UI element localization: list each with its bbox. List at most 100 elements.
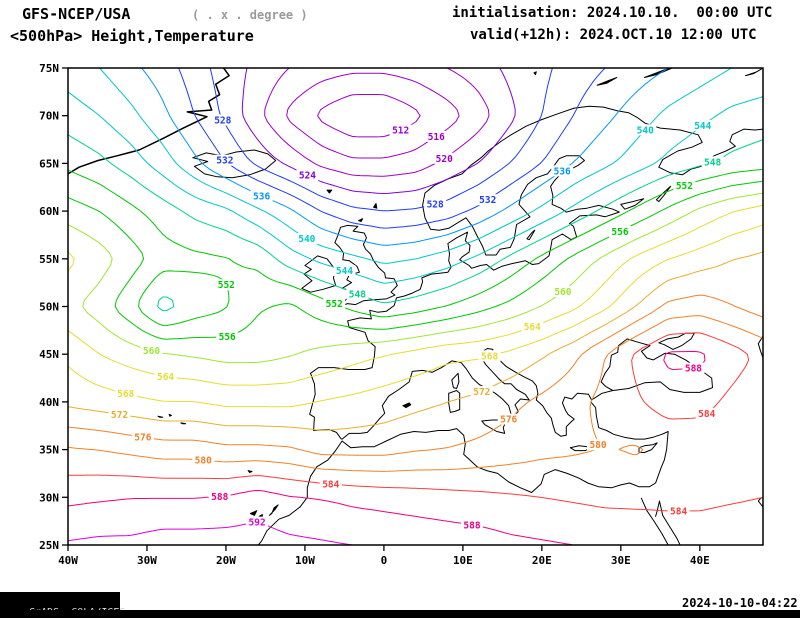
y-axis-tick-label: 70N [39,110,59,123]
contour-label: 568 [117,389,134,400]
coastline-iceland [192,149,277,179]
contour-548 [68,134,763,304]
y-axis-tick-label: 75N [39,62,59,75]
contour-label-box [208,490,231,502]
contour-564 [68,204,763,386]
y-axis-tick-label: 50N [39,301,59,314]
contour-552 [68,168,763,318]
coastline-azores-1 [180,422,187,425]
contour-label-box [346,288,369,300]
model-name: GFS-NCEP/USA [22,5,131,23]
contour-label: 552 [326,299,343,310]
coastline-majorca [402,402,412,409]
x-axis-tick-label: 40E [690,554,710,567]
contour-label-box [296,169,319,181]
x-axis-tick-label: 10E [453,554,473,567]
contour-536 [141,68,669,246]
contour-564 [68,251,75,272]
coastline-ireland [301,255,337,293]
contour-label-box [389,124,412,136]
coastline-gulf-of-aqaba [655,500,660,517]
contour-label: 536 [554,166,571,177]
y-axis-tick-label: 60N [39,205,59,218]
coastline-sea-of-azov [658,332,695,350]
coastline-azores-3 [157,415,164,418]
init-time-label: initialisation: 2024.10.10. 00:00 UTC [452,5,773,21]
coastline-great-britain [334,224,398,307]
x-axis-tick-label: 20E [532,554,552,567]
contour-label: 536 [253,191,270,202]
contour-label-box [108,408,131,420]
coastline-madeira [247,470,253,473]
contour-label-box [478,350,501,362]
contour-label: 584 [322,479,339,490]
contour-label: 556 [219,332,236,343]
contour-label: 584 [698,409,715,420]
contour-label: 548 [349,289,366,300]
contour-label-box [667,505,690,517]
contour-label-box [470,386,493,398]
contour-label-box [634,124,657,136]
contour-label-box [497,413,520,425]
contour-label: 572 [473,387,490,398]
contour-label-box [691,119,714,131]
contour-label: 568 [481,351,498,362]
contour-label: 528 [214,116,231,127]
contour-label: 588 [211,492,228,503]
contour-label: 564 [157,372,174,383]
contour-label: 556 [611,227,628,238]
x-axis-tick-label: 20W [216,554,236,567]
contour-532 [178,68,606,229]
x-axis-tick-label: 0 [381,554,388,567]
generation-timestamp: 2024-10-10-04:22 [682,596,798,610]
contour-label-box [215,279,238,291]
y-axis-tick-label: 40N [39,396,59,409]
contour-588 [68,489,574,545]
contour-label-box [701,156,724,168]
contour-label-box [476,194,499,206]
contour-516 [286,72,460,159]
contour-label: 512 [392,126,409,137]
y-axis-tick-label: 30N [39,491,59,504]
contour-label-box [131,431,154,443]
contour-552 [138,270,230,326]
contour-524 [241,68,516,195]
coastline-greenland-east-coast [68,68,230,175]
contour-label: 580 [195,456,212,467]
coastline-sicily [481,418,508,434]
contour-label: 552 [676,181,693,192]
contour-label: 532 [479,195,496,206]
contour-label: 520 [436,154,453,165]
contour-label: 580 [589,440,606,451]
contour-label: 532 [216,156,233,167]
contour-label: 572 [111,410,128,421]
coastline-arctic-islet-1 [644,68,673,78]
y-axis-tick-label: 55N [39,253,59,266]
contour-568 [68,224,763,408]
contour-label-box [333,264,356,276]
contour-label-box [319,478,342,490]
y-axis-tick-label: 35N [39,444,59,457]
x-axis-tick-label: 40W [58,554,78,567]
contour-576 [68,294,763,456]
contour-label: 564 [524,322,541,333]
coastline-arctic-islet-2 [596,77,618,86]
contour-520 [264,68,490,177]
coastline-gotland [526,229,536,241]
contour-label-box [673,179,696,191]
x-axis-tick-label: 30E [611,554,631,567]
contour-label-box [425,130,448,142]
x-axis-tick-label: 10W [295,554,315,567]
coastline-black-sea [600,338,713,393]
contour-label-box [695,407,718,419]
coastline-canary-lanzarote [268,504,279,516]
contour-label: 528 [427,199,444,210]
coastline-red-sea-west-shore [640,497,669,545]
contour-label: 588 [463,520,480,531]
contour-560 [68,192,763,364]
contour-label-box [295,232,318,244]
valid-time-label: valid(+12h): 2024.OCT.10 12:00 UTC [470,27,757,43]
contour-label: 544 [336,266,353,277]
coastline-lake-ladoga [620,198,645,210]
contour-584 [68,474,763,512]
